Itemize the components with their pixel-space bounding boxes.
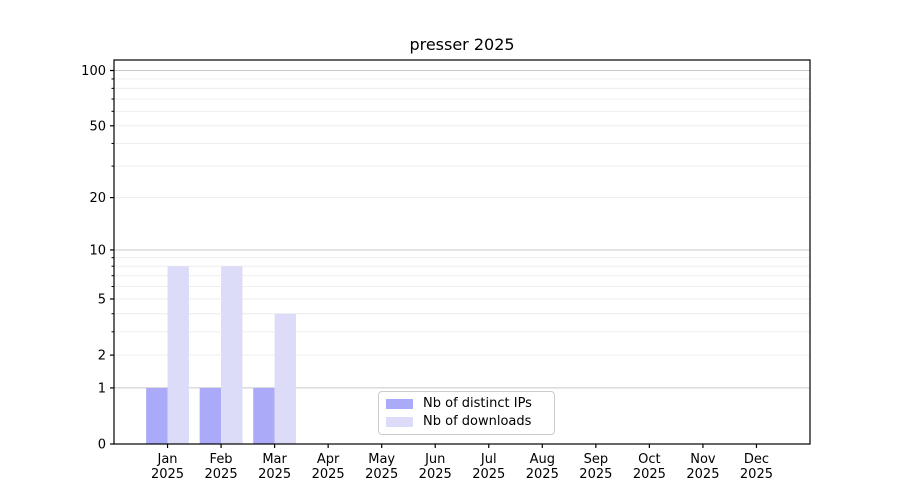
- x-tick-label-year: 2025: [633, 467, 666, 482]
- x-tick-label-month: Jan: [157, 452, 178, 467]
- bar-downloads-jan: [167, 266, 189, 444]
- x-tick-label-year: 2025: [472, 467, 505, 482]
- y-tick-label: 50: [89, 119, 106, 134]
- bar-ips-jan: [146, 387, 168, 444]
- x-tick-label-month: Dec: [744, 452, 769, 467]
- y-tick-label: 20: [89, 191, 106, 206]
- x-tick-label-year: 2025: [419, 467, 452, 482]
- chart-title: presser 2025: [409, 35, 515, 54]
- x-tick-label-month: May: [368, 452, 395, 467]
- legend-item: Nb of downloads: [386, 414, 546, 429]
- x-tick-label-year: 2025: [205, 467, 238, 482]
- legend: Nb of distinct IPs Nb of downloads: [378, 391, 555, 435]
- y-tick-label: 1: [98, 381, 106, 396]
- x-tick-label-year: 2025: [365, 467, 398, 482]
- plot-border: [113, 59, 811, 445]
- x-tick-label-year: 2025: [526, 467, 559, 482]
- x-tick-label-month: Oct: [638, 452, 660, 467]
- y-tick-label: 0: [98, 438, 106, 453]
- x-tick-label-month: Jun: [424, 452, 445, 467]
- x-tick-label-year: 2025: [579, 467, 612, 482]
- y-tick-label: 2: [98, 349, 106, 364]
- x-tick-label-month: Nov: [690, 452, 716, 467]
- x-tick-label-month: Sep: [584, 452, 609, 467]
- y-tick-label: 10: [89, 243, 106, 258]
- legend-swatch-icon: [386, 416, 413, 427]
- y-tick-label: 5: [98, 292, 106, 307]
- x-tick-label-year: 2025: [312, 467, 345, 482]
- x-tick-label-month: Mar: [262, 452, 287, 467]
- bar-ips-mar: [253, 387, 275, 444]
- bar-ips-feb: [199, 387, 222, 444]
- bar-downloads-mar: [274, 313, 297, 444]
- x-tick-label-month: Feb: [210, 452, 233, 467]
- bar-downloads-feb: [221, 266, 243, 444]
- legend-label: Nb of distinct IPs: [423, 396, 532, 411]
- x-tick-label-year: 2025: [258, 467, 291, 482]
- x-tick-label-month: Apr: [317, 452, 340, 467]
- x-tick-label-year: 2025: [686, 467, 719, 482]
- x-tick-label-month: Aug: [530, 452, 555, 467]
- legend-label: Nb of downloads: [423, 414, 532, 429]
- legend-swatch-icon: [386, 398, 413, 409]
- y-tick-label: 100: [81, 64, 106, 79]
- legend-item: Nb of distinct IPs: [386, 396, 546, 411]
- x-tick-label-year: 2025: [151, 467, 184, 482]
- x-tick-label-year: 2025: [740, 467, 773, 482]
- x-tick-label-month: Jul: [480, 452, 497, 467]
